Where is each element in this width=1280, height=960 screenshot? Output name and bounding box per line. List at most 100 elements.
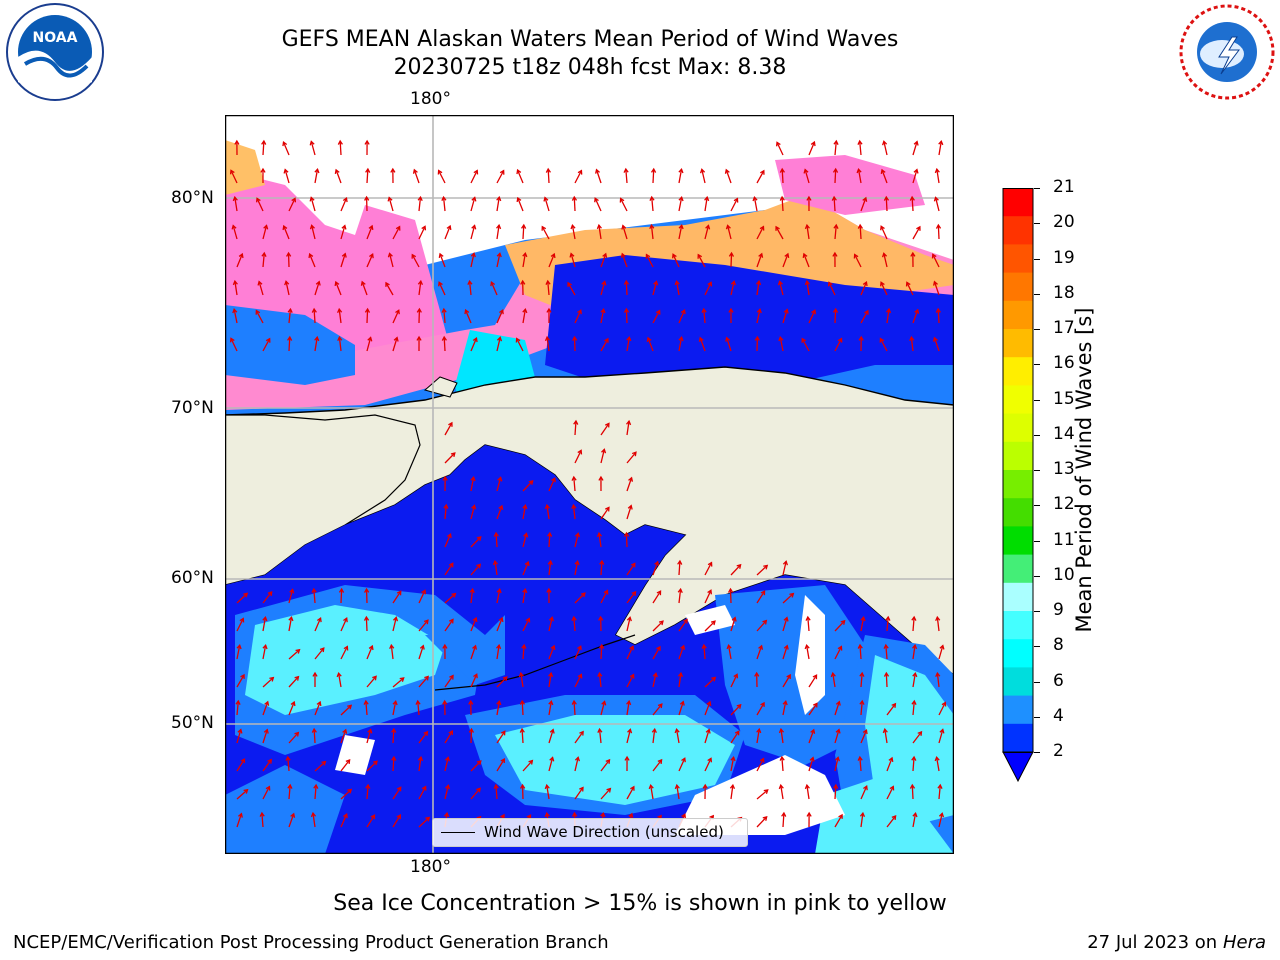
wave-direction-arrow: [860, 785, 868, 800]
wave-direction-arrowhead: [889, 785, 895, 791]
colorbar-tick: [1034, 470, 1040, 471]
wave-direction-arrowhead: [678, 224, 684, 230]
wave-direction-arrow: [366, 729, 372, 744]
wave-direction-arrowhead: [496, 699, 502, 706]
wave-direction-arrow: [314, 784, 317, 800]
wave-direction-arrow: [860, 729, 868, 744]
wave-direction-arrowhead: [935, 223, 942, 229]
wave-direction-arrow: [936, 673, 940, 688]
wave-direction-arrowhead: [628, 476, 634, 482]
wave-direction-arrowhead: [392, 616, 399, 622]
colorbar-tick-label: 9: [1053, 600, 1064, 620]
wave-direction-arrowhead: [571, 615, 577, 621]
wave-direction-arrowhead: [417, 279, 424, 286]
wave-direction-arrow: [600, 644, 603, 660]
wave-direction-arrowhead: [287, 783, 293, 789]
wave-direction-arrow: [522, 253, 526, 268]
map-title: GEFS MEAN Alaskan Waters Mean Period of …: [281, 27, 899, 52]
wave-direction-arrow: [262, 338, 271, 352]
wave-direction-arrow: [730, 730, 740, 744]
wave-direction-arrowhead: [880, 225, 885, 231]
wave-direction-arrowhead: [446, 532, 452, 539]
wave-direction-arrowhead: [287, 307, 293, 313]
wave-direction-arrowhead: [806, 195, 812, 201]
wave-direction-arrowhead: [600, 811, 606, 818]
wave-direction-arrowhead: [522, 251, 528, 258]
wave-direction-arrow: [860, 197, 867, 212]
wave-direction-arrowhead: [516, 168, 522, 175]
wave-direction-arrowhead: [939, 644, 945, 650]
wave-direction-arrowhead: [337, 335, 343, 341]
wave-direction-arrow: [262, 252, 265, 268]
wave-direction-arrow: [285, 281, 290, 296]
wave-direction-arrowhead: [911, 615, 917, 621]
wave-direction-arrow: [314, 281, 320, 296]
colorbar-tick: [1034, 752, 1040, 753]
wave-direction-arrowhead: [577, 673, 583, 679]
wave-direction-arrow: [730, 704, 742, 716]
wave-direction-arrowhead: [368, 224, 374, 231]
wave-direction-arrow: [496, 730, 506, 744]
wave-direction-arrowhead: [649, 195, 655, 201]
wave-direction-arrow: [548, 757, 554, 772]
wave-direction-arrowhead: [710, 620, 716, 626]
wave-direction-arrow: [756, 590, 766, 604]
wave-direction-arrow: [779, 337, 784, 352]
wave-direction-arrow: [600, 507, 610, 520]
wave-direction-arrow: [340, 253, 346, 268]
wave-direction-arrowhead: [544, 783, 550, 790]
wave-direction-arrowhead: [677, 587, 683, 594]
wave-direction-arrow: [650, 785, 654, 800]
wave-direction-arrowhead: [698, 336, 704, 342]
wave-direction-arrow: [885, 196, 888, 212]
wave-direction-arrowhead: [880, 281, 885, 287]
wave-direction-arrow: [522, 533, 528, 548]
wave-direction-arrow: [444, 730, 453, 744]
wave-direction-arrow: [701, 169, 706, 184]
wave-direction-arrowhead: [519, 699, 525, 705]
wave-direction-arrowhead: [343, 617, 348, 623]
wave-direction-arrow: [262, 786, 271, 800]
wave-direction-arrow: [522, 561, 529, 576]
wave-direction-arrowhead: [262, 615, 268, 622]
wave-direction-arrowhead: [365, 783, 371, 789]
wave-direction-arrowhead: [237, 728, 243, 734]
wave-direction-arrowhead: [522, 587, 528, 594]
wave-direction-arrowhead: [548, 616, 555, 622]
wave-direction-arrowhead: [287, 335, 293, 341]
wave-direction-arrowhead: [862, 280, 868, 287]
wave-direction-arrow: [859, 224, 862, 240]
wave-direction-arrow: [834, 338, 843, 352]
wave-direction-arrow: [470, 760, 482, 772]
wave-direction-arrow: [938, 729, 944, 744]
wave-direction-arrow: [730, 757, 735, 772]
wave-direction-arrow: [282, 141, 290, 156]
wave-direction-arrowhead: [547, 559, 553, 566]
wave-direction-arrowhead: [243, 788, 249, 794]
wave-direction-arrowhead: [702, 783, 708, 789]
wave-direction-arrowhead: [674, 279, 680, 286]
wave-direction-arrow: [880, 226, 888, 240]
wave-direction-arrow: [782, 617, 788, 632]
wave-direction-arrowhead: [935, 671, 941, 678]
wave-direction-arrowhead: [571, 811, 578, 817]
wave-direction-arrowhead: [931, 253, 937, 259]
wave-direction-arrowhead: [939, 728, 945, 734]
wave-direction-arrow: [574, 450, 582, 464]
wave-direction-arrow: [262, 591, 273, 604]
wave-direction-arrow: [678, 619, 688, 632]
wave-direction-arrowhead: [883, 643, 889, 649]
wave-direction-arrow: [236, 729, 242, 744]
colorbar-block: [1003, 357, 1033, 386]
wave-direction-arrow: [418, 731, 428, 744]
wave-direction-arrow: [678, 197, 683, 212]
wave-direction-arrowhead: [881, 252, 888, 258]
colorbar-tick: [1034, 681, 1040, 683]
wave-direction-arrow: [335, 169, 342, 184]
wave-direction-arrowhead: [779, 755, 785, 761]
colorbar-tick: [1034, 716, 1040, 718]
wave-direction-arrow: [626, 786, 635, 800]
wave-direction-arrow: [496, 337, 501, 352]
wave-direction-arrow: [522, 589, 526, 604]
wave-direction-arrowhead: [243, 592, 249, 598]
